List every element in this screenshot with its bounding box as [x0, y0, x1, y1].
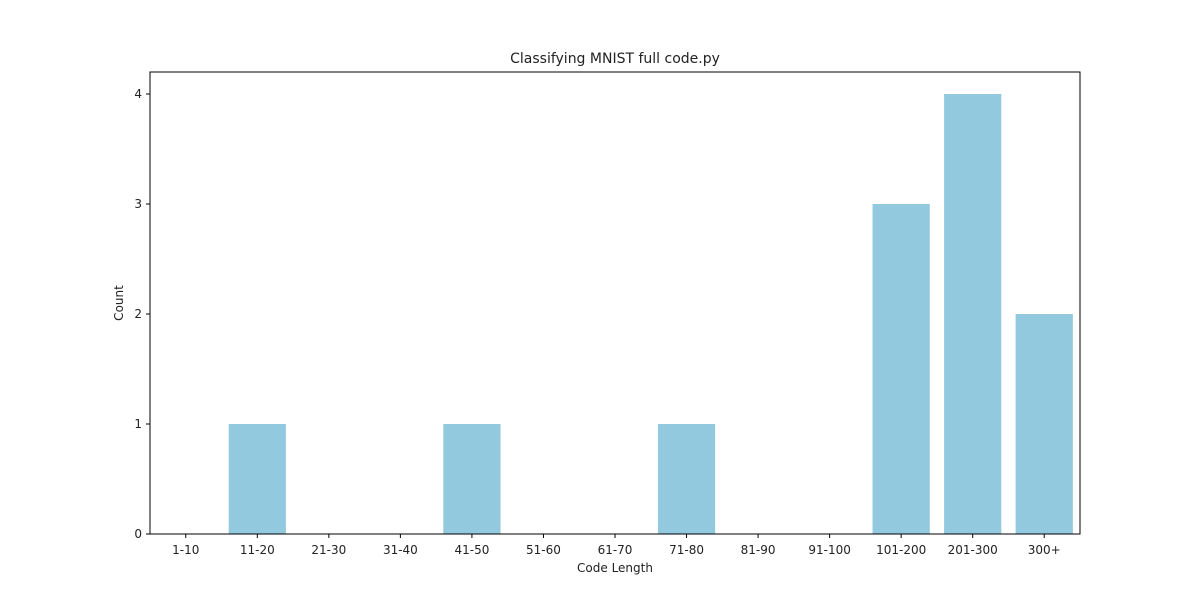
x-tick-label: 101-200 — [876, 543, 926, 557]
bar-41-50 — [443, 424, 501, 534]
x-tick-label: 300+ — [1028, 543, 1061, 557]
bar-101-200 — [872, 204, 930, 534]
x-axis-label: Code Length — [577, 561, 653, 575]
x-tick-label: 81-90 — [741, 543, 776, 557]
x-tick-label: 11-20 — [240, 543, 275, 557]
x-tick-label: 91-100 — [808, 543, 851, 557]
bar-11-20 — [228, 424, 286, 534]
x-tick-label: 61-70 — [598, 543, 633, 557]
y-tick-label: 4 — [134, 87, 142, 101]
x-tick-label: 41-50 — [454, 543, 489, 557]
bar-300+ — [1015, 314, 1073, 534]
chart-title: Classifying MNIST full code.py — [510, 51, 720, 67]
y-axis: 0 1 2 3 4 — [134, 87, 150, 541]
x-tick-label: 21-30 — [311, 543, 346, 557]
y-axis-label: Count — [112, 285, 126, 321]
x-tick-label: 71-80 — [669, 543, 704, 557]
x-tick-label: 201-300 — [948, 543, 998, 557]
y-tick-label: 2 — [134, 307, 142, 321]
bar-201-300 — [944, 94, 1002, 534]
plot-frame — [149, 71, 1081, 535]
x-tick-label: 31-40 — [383, 543, 418, 557]
x-tick-label: 51-60 — [526, 543, 561, 557]
x-tick-label: 1-10 — [172, 543, 199, 557]
bar-71-80 — [657, 424, 716, 534]
x-axis: 1-10 11-20 21-30 31-40 41-50 51-60 61-70 71-80 8… — [172, 534, 1061, 557]
y-tick-label: 0 — [134, 527, 142, 541]
y-tick-label: 1 — [134, 417, 142, 431]
bars-group — [228, 94, 1073, 534]
y-tick-label: 3 — [134, 197, 142, 211]
